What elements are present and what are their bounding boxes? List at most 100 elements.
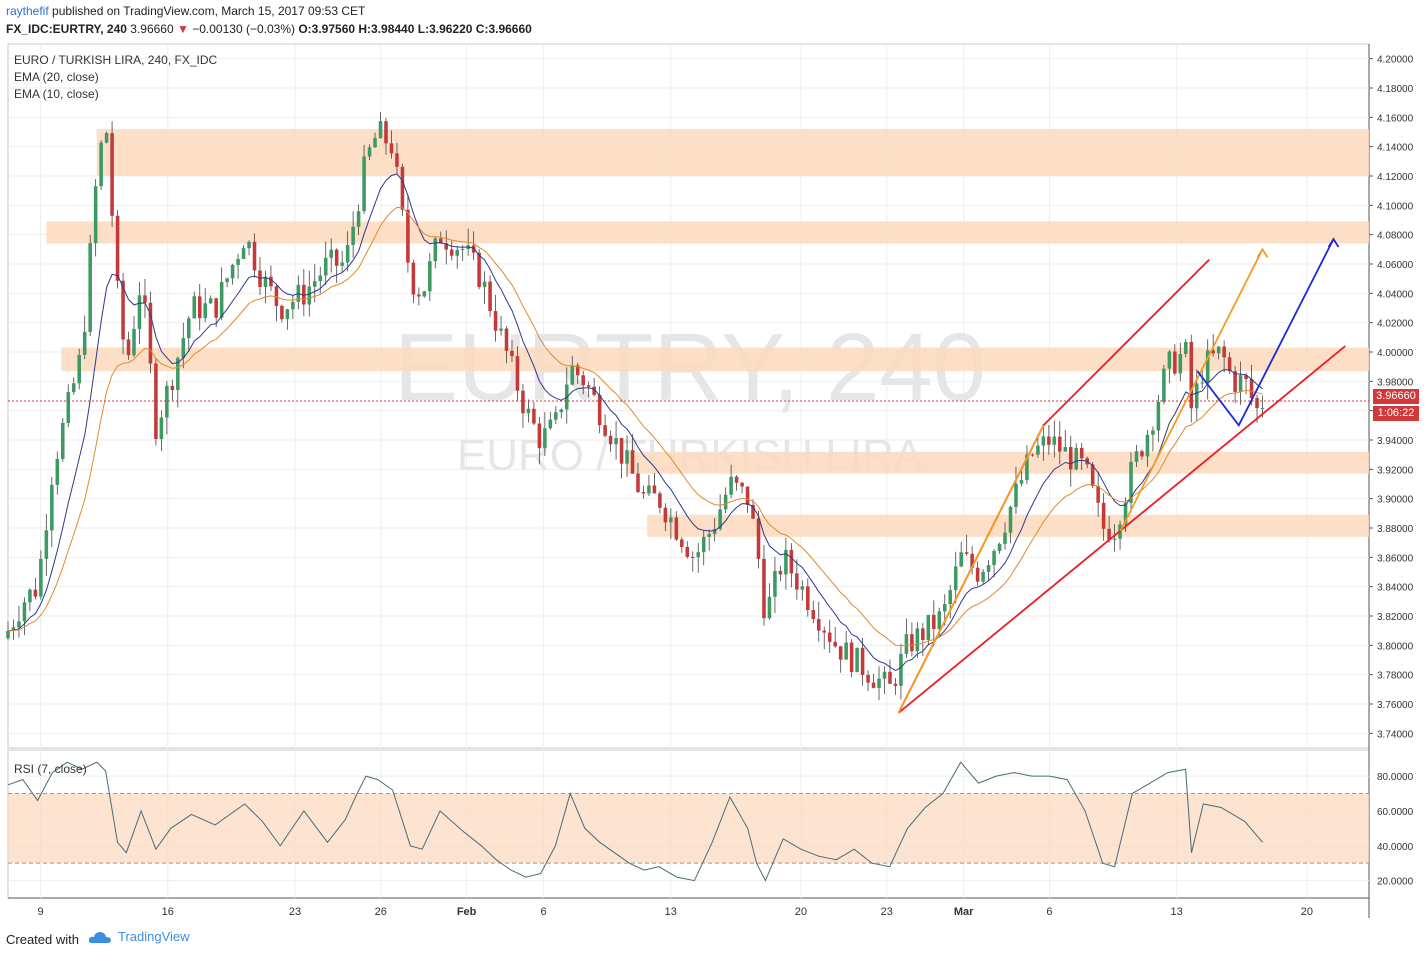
candle-body: [258, 270, 262, 288]
candle-body: [1014, 483, 1018, 507]
candle-body: [39, 558, 43, 597]
author-link[interactable]: raythefif: [6, 4, 49, 18]
candle-body: [762, 558, 766, 619]
candle-body: [291, 301, 295, 310]
candle-body: [860, 647, 865, 675]
candle-body: [674, 517, 679, 540]
candle-body: [652, 485, 657, 494]
candle-body: [838, 646, 843, 660]
candle-body: [477, 252, 481, 288]
candle-body: [827, 632, 832, 642]
candle-body: [356, 211, 361, 227]
candle-body: [192, 296, 197, 319]
rsi-tick-label: 80.0000: [1377, 772, 1414, 783]
legend-rsi: RSI (7, close): [14, 762, 87, 776]
chart-canvas[interactable]: 3.74000 3.76000 3.78000 3.80000 3.82000 3.840…: [0, 0, 1427, 922]
ohlc-values: O:3.97560 H:3.98440 L:3.96220 C:3.96660: [298, 22, 532, 36]
candle-body: [718, 509, 722, 529]
candle-body: [597, 394, 602, 426]
candle-body: [1184, 341, 1188, 355]
candle-body: [625, 450, 629, 464]
y-tick-label: 4.18000: [1377, 84, 1414, 95]
last-price: 3.96660: [130, 22, 174, 36]
candle-body: [751, 504, 755, 519]
candle-body: [592, 386, 596, 395]
candle-body: [723, 494, 728, 510]
candle-body: [1255, 398, 1259, 409]
candle-body: [1140, 451, 1144, 457]
candle-body: [1079, 447, 1084, 459]
brand-name: TradingView: [118, 929, 190, 944]
candle-body: [888, 671, 892, 684]
candle-body: [1162, 368, 1166, 402]
candle-body: [395, 153, 399, 167]
candle-body: [866, 674, 870, 683]
candle-body: [844, 642, 848, 660]
candle-body: [510, 350, 514, 357]
candle-body: [685, 546, 690, 557]
y-tick-label: 4.04000: [1377, 289, 1414, 300]
candle-body: [899, 653, 903, 686]
candle-body: [515, 356, 520, 391]
candle-body: [61, 423, 65, 459]
candle-body: [740, 482, 744, 487]
orange-arrow-head: [1256, 247, 1269, 258]
candle-body: [482, 281, 487, 288]
x-tick-label: 13: [665, 906, 677, 918]
y-tick-label: 4.00000: [1377, 348, 1414, 359]
candle-body: [1036, 445, 1040, 455]
candle-body: [882, 671, 887, 679]
rsi-tick-label: 60.0000: [1377, 807, 1414, 818]
x-tick-label: 9: [37, 906, 43, 918]
candle-body: [1222, 346, 1226, 358]
candle-body: [99, 142, 103, 187]
candle-body: [373, 138, 377, 148]
candle-body: [641, 492, 646, 494]
x-tick-label: 6: [540, 906, 546, 918]
candle-body: [170, 385, 175, 391]
y-tick-label: 4.10000: [1377, 201, 1414, 212]
candle-body: [904, 634, 909, 654]
candle-body: [784, 549, 788, 575]
candle-body: [795, 573, 799, 590]
candle-body: [1173, 351, 1177, 374]
candle-body: [1129, 461, 1133, 503]
candle-body: [1101, 502, 1106, 529]
candle-body: [745, 486, 750, 505]
countdown-tag: 1:06:22: [1373, 406, 1419, 421]
candle-body: [428, 261, 432, 292]
candle-body: [1030, 454, 1035, 456]
candle-body: [263, 276, 268, 288]
candle-body: [384, 121, 388, 144]
blue-arrow-head: [1327, 237, 1340, 248]
candle-body: [312, 281, 317, 287]
candle-body: [307, 286, 312, 305]
rsi-band: [8, 793, 1369, 864]
x-tick-label: 20: [795, 906, 807, 918]
candle-body: [378, 121, 383, 139]
legend-ema: EMA (20, close): [14, 70, 99, 84]
footer: Created with TradingView: [0, 922, 1427, 956]
candle-body: [915, 628, 920, 652]
candle-body: [959, 552, 963, 567]
candle-body: [143, 295, 147, 303]
candle-body: [570, 365, 575, 385]
candle-body: [937, 611, 942, 629]
candle-body: [121, 280, 125, 340]
sr-zone: [626, 451, 1369, 474]
candle-body: [948, 590, 953, 605]
candle-body: [975, 567, 980, 582]
candle-body: [981, 571, 985, 582]
change-value: −0.00130 (−0.03%): [192, 22, 295, 36]
candle-body: [285, 309, 290, 320]
candle-body: [586, 385, 591, 387]
candle-body: [690, 556, 695, 558]
candle-body: [66, 392, 71, 424]
candle-body: [1238, 375, 1243, 392]
candle-body: [816, 619, 821, 631]
candle-body: [1244, 375, 1248, 379]
tradingview-logo[interactable]: TradingView: [88, 929, 190, 944]
orange-trendline: [1119, 248, 1264, 532]
candle-body: [44, 530, 49, 559]
candle-body: [318, 275, 323, 282]
